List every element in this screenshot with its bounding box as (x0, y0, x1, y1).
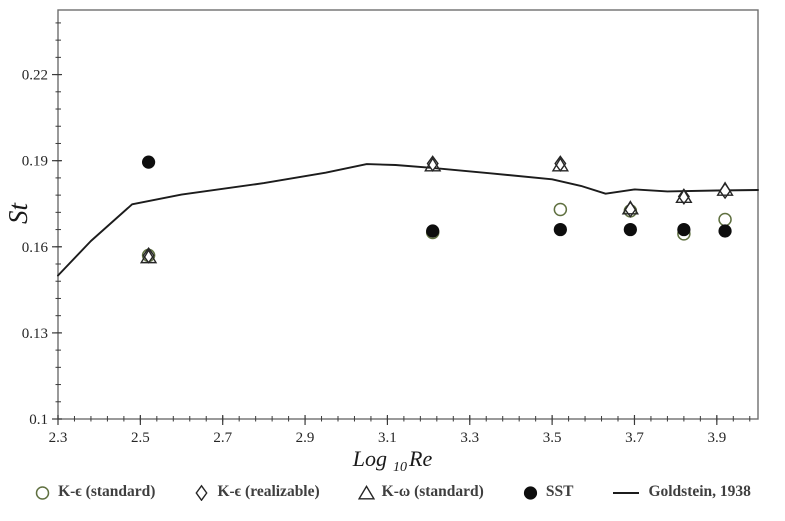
legend-item-1: K-ϵ (standard) (34, 483, 155, 501)
data-point (553, 222, 567, 237)
x-axis-title: Log 10Re (0, 446, 785, 476)
data-point (716, 181, 734, 196)
legend-label: SST (545, 483, 574, 500)
y-tick-label: 0.13 (22, 326, 48, 342)
legend-marker-circle-filled-icon (523, 485, 537, 500)
x-axis-title-suffix: Re (409, 446, 433, 471)
data-point (553, 202, 568, 217)
data-point (675, 188, 693, 204)
legend-marker-triangle-open-icon (357, 484, 375, 499)
x-tick-label: 3.7 (625, 430, 644, 446)
legend-item-3: K-ω (standard) (357, 483, 484, 501)
legend-marker-shape (195, 484, 209, 501)
data-point (424, 157, 442, 172)
data-point (621, 200, 639, 215)
y-tick-label: 0.22 (22, 68, 48, 84)
legend-label: K-ϵ (realizable) (217, 483, 320, 500)
y-axis-title: St (3, 202, 34, 224)
legend-label: K-ϵ (standard) (58, 483, 156, 500)
legend-item-4: SST (522, 483, 574, 501)
x-tick-label: 3.3 (460, 430, 479, 446)
goldstein-line (57, 163, 759, 277)
data-point (141, 155, 156, 169)
legend: K-ϵ (standard) K-ϵ (realizable) K-ω (stand… (0, 483, 785, 501)
legend-marker-line-icon (613, 491, 640, 494)
data-point (677, 222, 691, 237)
y-tick-label: 0.16 (22, 240, 49, 256)
x-axis-title-prefix: Log (352, 446, 388, 471)
x-tick-label: 3.9 (707, 430, 726, 446)
y-tick-label: 0.19 (22, 154, 48, 170)
data-point (426, 224, 440, 238)
x-axis-title-subscript: 10 (393, 460, 408, 475)
data-point (718, 212, 732, 227)
legend-label: Goldstein, 1938 (648, 483, 751, 500)
legend-marker-circle-open-icon (35, 485, 50, 500)
data-point (551, 157, 569, 172)
legend-marker-shape (357, 484, 375, 499)
data-point (623, 222, 637, 237)
legend-marker-diamond-open-icon (195, 484, 209, 501)
series-circle-filled (141, 155, 732, 238)
legend-marker-shape (523, 485, 537, 500)
x-tick-label: 2.5 (131, 430, 150, 446)
series-triangle-open (139, 157, 734, 264)
y-tick-label: 0.1 (29, 412, 48, 428)
x-tick-label: 2.7 (213, 430, 232, 446)
legend-item-2: K-ϵ (realizable) (193, 483, 320, 501)
legend-label: K-ω (standard) (381, 483, 484, 500)
x-tick-label: 2.9 (296, 430, 315, 446)
plot-area: 2.3 2.5 2.7 2.9 3.1 3.3 3.5 3.7 3.9 0.1 0.13 0.16 0.… (22, 9, 759, 446)
series-diamond-open (142, 155, 732, 264)
x-tick-label: 3.5 (543, 430, 562, 446)
plot-frame (57, 9, 759, 420)
data-point (139, 248, 158, 264)
legend-item-5: Goldstein, 1938 (611, 483, 751, 501)
x-tick-label: 3.1 (378, 430, 397, 446)
legend-marker-shape (35, 485, 50, 500)
data-point (718, 224, 732, 238)
x-tick-label: 2.3 (49, 430, 68, 446)
